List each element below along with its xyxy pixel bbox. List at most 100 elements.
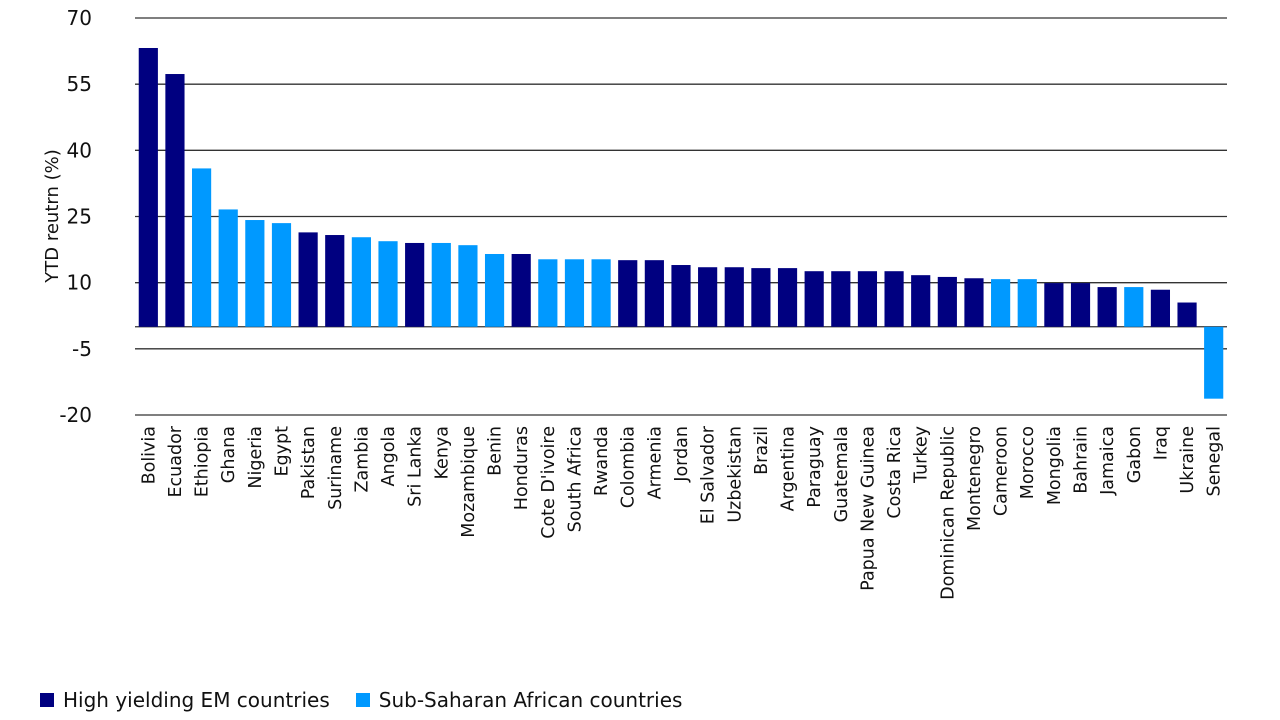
x-tick-label: Cote D'ivoire: [539, 426, 559, 539]
bar: [1204, 326, 1224, 399]
bar: [1124, 287, 1144, 327]
x-tick-label: Sri Lanka: [406, 426, 426, 507]
bar: [831, 271, 851, 327]
x-tick-label: Colombia: [619, 426, 639, 508]
x-tick-label: Iraq: [1151, 426, 1171, 460]
bar: [591, 259, 611, 327]
bar: [378, 241, 398, 327]
legend-label: High yielding EM countries: [63, 688, 330, 712]
bar: [1097, 287, 1117, 327]
bar: [724, 267, 744, 327]
legend-item-high-yielding: High yielding EM countries: [40, 688, 330, 712]
bar: [405, 242, 425, 327]
y-tick-label: 40: [67, 138, 92, 162]
bar: [911, 275, 931, 327]
bar: [857, 271, 878, 327]
bar: [884, 271, 904, 327]
x-tick-label: Morocco: [1018, 426, 1038, 499]
x-tick-label: Ghana: [219, 426, 239, 483]
bar: [351, 237, 371, 327]
x-tick-label: Bahrain: [1072, 426, 1092, 494]
bar: [165, 74, 185, 327]
legend: High yielding EM countries Sub-Saharan A…: [40, 688, 708, 712]
bar: [325, 235, 345, 327]
y-tick-label: 25: [67, 205, 92, 229]
x-tick-label: Honduras: [512, 426, 532, 510]
x-tick-label: Brazil: [752, 426, 772, 475]
x-tick-label: Guatemala: [832, 426, 852, 522]
x-tick-label: Papua New Guinea: [858, 426, 878, 591]
x-tick-label: Jamaica: [1098, 426, 1118, 496]
bar: [644, 260, 664, 327]
bar: [484, 253, 505, 327]
x-tick-label: Benin: [486, 426, 506, 476]
x-tick-label: El Salvador: [699, 425, 719, 524]
x-tick-label: Suriname: [326, 426, 346, 510]
x-tick-label: Zambia: [352, 426, 372, 492]
x-axis-labels: Bolivia Ecuador Ethiopia Ghana Nigeria Egypt P…: [139, 425, 1224, 600]
x-tick-label: Paraguay: [805, 426, 825, 508]
bar: [298, 232, 318, 327]
bar: [564, 259, 585, 327]
bar: [218, 209, 238, 327]
gridlines: [135, 17, 1227, 416]
y-tick-label: -5: [72, 337, 92, 361]
bar: [937, 276, 957, 327]
x-tick-label: Uzbekistan: [725, 426, 745, 523]
bar: [751, 268, 771, 327]
x-tick-label: Ecuador: [166, 425, 186, 497]
bar: [964, 278, 984, 327]
legend-label: Sub-Saharan African countries: [378, 688, 683, 712]
x-tick-label: Armenia: [645, 426, 665, 499]
bar: [1044, 283, 1064, 327]
bar: [191, 168, 212, 327]
x-tick-label: Montenegro: [965, 426, 985, 531]
x-tick-label: Bolivia: [139, 426, 159, 484]
bar: [245, 220, 265, 327]
y-axis-ticks: 70 55 40 25 10 -5 -20: [59, 6, 92, 427]
bar: [777, 268, 798, 327]
x-tick-label: Egypt: [272, 426, 292, 477]
legend-swatch: [355, 693, 370, 707]
x-tick-label: Senegal: [1205, 426, 1225, 496]
bar: [671, 265, 691, 327]
bar: [698, 267, 718, 327]
legend-item-sub-saharan: Sub-Saharan African countries: [355, 688, 683, 712]
x-tick-label: Cameroon: [992, 426, 1012, 516]
x-tick-label: Jordan: [672, 426, 692, 483]
bars: [138, 47, 1224, 399]
x-tick-label: Turkey: [912, 426, 932, 484]
bar: [431, 242, 451, 327]
x-tick-label: Ethiopia: [193, 426, 213, 497]
y-tick-label: -20: [59, 403, 92, 427]
x-tick-label: Kenya: [432, 426, 452, 480]
y-axis-label: YTD reutrn (%): [42, 149, 63, 283]
bar: [511, 253, 531, 327]
x-tick-label: Argentina: [779, 426, 799, 511]
x-tick-label: Dominican Republic: [938, 426, 958, 600]
y-tick-label: 10: [67, 271, 92, 295]
bar-chart: 70 55 40 25 10 -5 -20 Bolivia Ecuador Ethiopia Gh…: [42, 6, 1227, 600]
bar: [458, 245, 478, 327]
y-tick-label: 55: [67, 72, 92, 96]
x-tick-label: Mozambique: [459, 426, 479, 538]
bar: [271, 223, 292, 327]
x-tick-label: Pakistan: [299, 426, 319, 499]
bar: [804, 271, 824, 327]
bar: [1070, 283, 1091, 327]
bar: [1017, 279, 1037, 327]
x-tick-label: South Africa: [565, 426, 585, 532]
x-tick-label: Angola: [379, 426, 399, 486]
bar: [991, 279, 1011, 327]
y-tick-label: 70: [67, 6, 92, 30]
bar: [1150, 289, 1171, 327]
bar: [538, 259, 558, 327]
x-tick-label: Ukraine: [1178, 426, 1198, 494]
x-tick-label: Nigeria: [246, 426, 266, 489]
x-tick-label: Costa Rica: [885, 426, 905, 519]
legend-swatch: [40, 693, 54, 707]
bar: [138, 47, 158, 327]
x-tick-label: Mongolia: [1045, 426, 1065, 505]
bar: [618, 260, 638, 327]
x-tick-label: Rwanda: [592, 426, 612, 496]
